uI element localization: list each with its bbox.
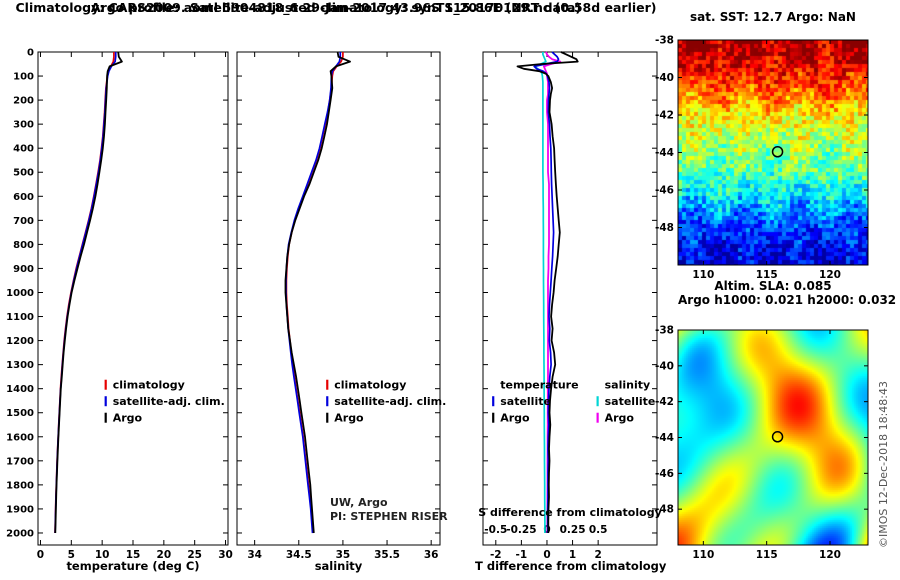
temperature-axis-label: temperature (deg C) [66, 559, 200, 573]
depth-tick-label: 500 [13, 168, 34, 179]
legend-label: Argo [334, 412, 364, 425]
map-y-tick-label: -38 [655, 325, 674, 337]
series-argo [54, 51, 123, 534]
x-tick-label: 0 [37, 549, 44, 561]
series-satellite-adj-clim- [285, 52, 342, 534]
map-y-tick-label: -42 [655, 110, 674, 122]
x-tick-label: 0 [543, 549, 550, 561]
depth-tick-label: 1000 [6, 288, 34, 299]
series-climatology [285, 52, 344, 534]
x-tick-label: 25 [187, 549, 202, 561]
x-tick-label: 30 [218, 549, 233, 561]
map-y-tick-label: -46 [655, 468, 674, 480]
map-x-tick-label: 120 [819, 269, 841, 281]
depth-tick-label: 700 [13, 216, 34, 227]
depth-tick-label: 600 [13, 192, 34, 203]
map-y-tick-label: -44 [655, 432, 674, 444]
depth-tick-label: 1600 [6, 432, 34, 443]
x-tick-label: 20 [157, 549, 172, 561]
map-x-tick-label: 110 [692, 269, 714, 281]
x-tick-label: 35.5 [374, 549, 400, 561]
series-salinity-satellite [533, 52, 547, 533]
depth-tick-label: 800 [13, 240, 34, 251]
depth-tick-label: 200 [13, 96, 34, 107]
depth-tick-label: 100 [13, 72, 34, 83]
x-tick-label: 34.5 [286, 549, 312, 561]
depth-tick-label: 0 [27, 48, 34, 59]
s-tick-label: -0.5 [484, 524, 507, 536]
sla-map-title-line2: Argo h1000: 0.021 h2000: 0.032 [678, 293, 897, 307]
map-y-tick-label: -42 [655, 396, 674, 408]
map-y-tick-label: -48 [655, 504, 674, 516]
map-y-tick-label: -40 [655, 72, 674, 84]
x-tick-label: -2 [490, 549, 502, 561]
figure-title-line1: Argo profile: aoml 5904818_6 29-Jan-2017… [90, 0, 582, 15]
depth-tick-label: 1200 [6, 336, 34, 347]
x-tick-label: 34 [247, 549, 262, 561]
t-difference-axis-label: T difference from climatology [475, 559, 667, 573]
legend-label: satellite-adj. clim. [113, 395, 225, 408]
legend-label: satellite [500, 395, 551, 408]
legend-label: satellite-adj. clim. [334, 395, 446, 408]
x-tick-label: 10 [95, 549, 110, 561]
legend-header: salinity [605, 379, 651, 392]
depth-tick-label: 1500 [6, 408, 34, 419]
x-tick-label: -1 [516, 549, 528, 561]
difference-axes-box [482, 51, 658, 546]
series-temperature-satellite [533, 51, 560, 533]
sst-map-title: sat. SST: 12.7 Argo: NaN [690, 10, 856, 24]
map-x-tick-label: 115 [756, 549, 778, 561]
sla-map-title-line1: Altim. SLA: 0.085 [714, 279, 832, 293]
map-y-tick-label: -46 [655, 185, 674, 197]
depth-tick-label: 1900 [6, 504, 34, 515]
map-x-tick-label: 115 [756, 269, 778, 281]
s-difference-axis-label: S difference from climatology [478, 506, 662, 519]
depth-tick-label: 1300 [6, 360, 34, 371]
credit-org: UW, Argo [330, 496, 388, 509]
legend-label: climatology [334, 379, 406, 392]
depth-tick-label: 300 [13, 120, 34, 131]
temperature-axes-box [37, 51, 229, 546]
x-tick-label: 1 [569, 549, 576, 561]
x-tick-label: 15 [126, 549, 141, 561]
legend-label: Argo [113, 412, 143, 425]
legend-label: satellite [605, 395, 656, 408]
map-y-tick-label: -48 [655, 222, 674, 234]
float-position-marker [771, 146, 784, 158]
x-tick-label: 5 [68, 549, 75, 561]
figure-title-line2: Climatology: CARS2009. Satellite-adjuste… [15, 0, 657, 15]
depth-tick-label: 1800 [6, 480, 34, 491]
x-tick-label: 2 [594, 549, 601, 561]
depth-tick-label: 2000 [6, 528, 34, 539]
depth-tick-label: 1400 [6, 384, 34, 395]
depth-tick-label: 900 [13, 264, 34, 275]
legend-header: temperature [500, 379, 578, 392]
map-x-tick-label: 110 [692, 549, 714, 561]
s-tick-label: 0.5 [589, 524, 608, 536]
x-tick-label: 36 [424, 549, 439, 561]
x-tick-label: 35 [336, 549, 351, 561]
map-x-tick-label: 120 [819, 549, 841, 561]
series-argo [284, 51, 351, 534]
salinity-axis-label: salinity [314, 559, 363, 573]
map-y-tick-label: -44 [655, 147, 674, 159]
map-y-tick-label: -40 [655, 360, 674, 372]
imos-watermark: ©IMOS 12-Dec-2018 18:48:43 [877, 381, 890, 548]
series-temperature-argo [516, 51, 579, 533]
depth-tick-label: 400 [13, 144, 34, 155]
series-satellite-adj-clim- [54, 52, 117, 534]
s-tick-label: 0.25 [560, 524, 586, 536]
depth-tick-label: 1700 [6, 456, 34, 467]
float-position-marker [771, 431, 784, 443]
s-tick-label: -0.25 [506, 524, 536, 536]
legend-label: Argo [500, 412, 530, 425]
legend-label: Argo [605, 412, 635, 425]
legend-label: climatology [113, 379, 185, 392]
credit-pi: PI: STEPHEN RISER [330, 510, 448, 523]
map-y-tick-label: -38 [655, 35, 674, 47]
salinity-axes-box [236, 51, 441, 546]
depth-tick-label: 1100 [6, 312, 34, 323]
